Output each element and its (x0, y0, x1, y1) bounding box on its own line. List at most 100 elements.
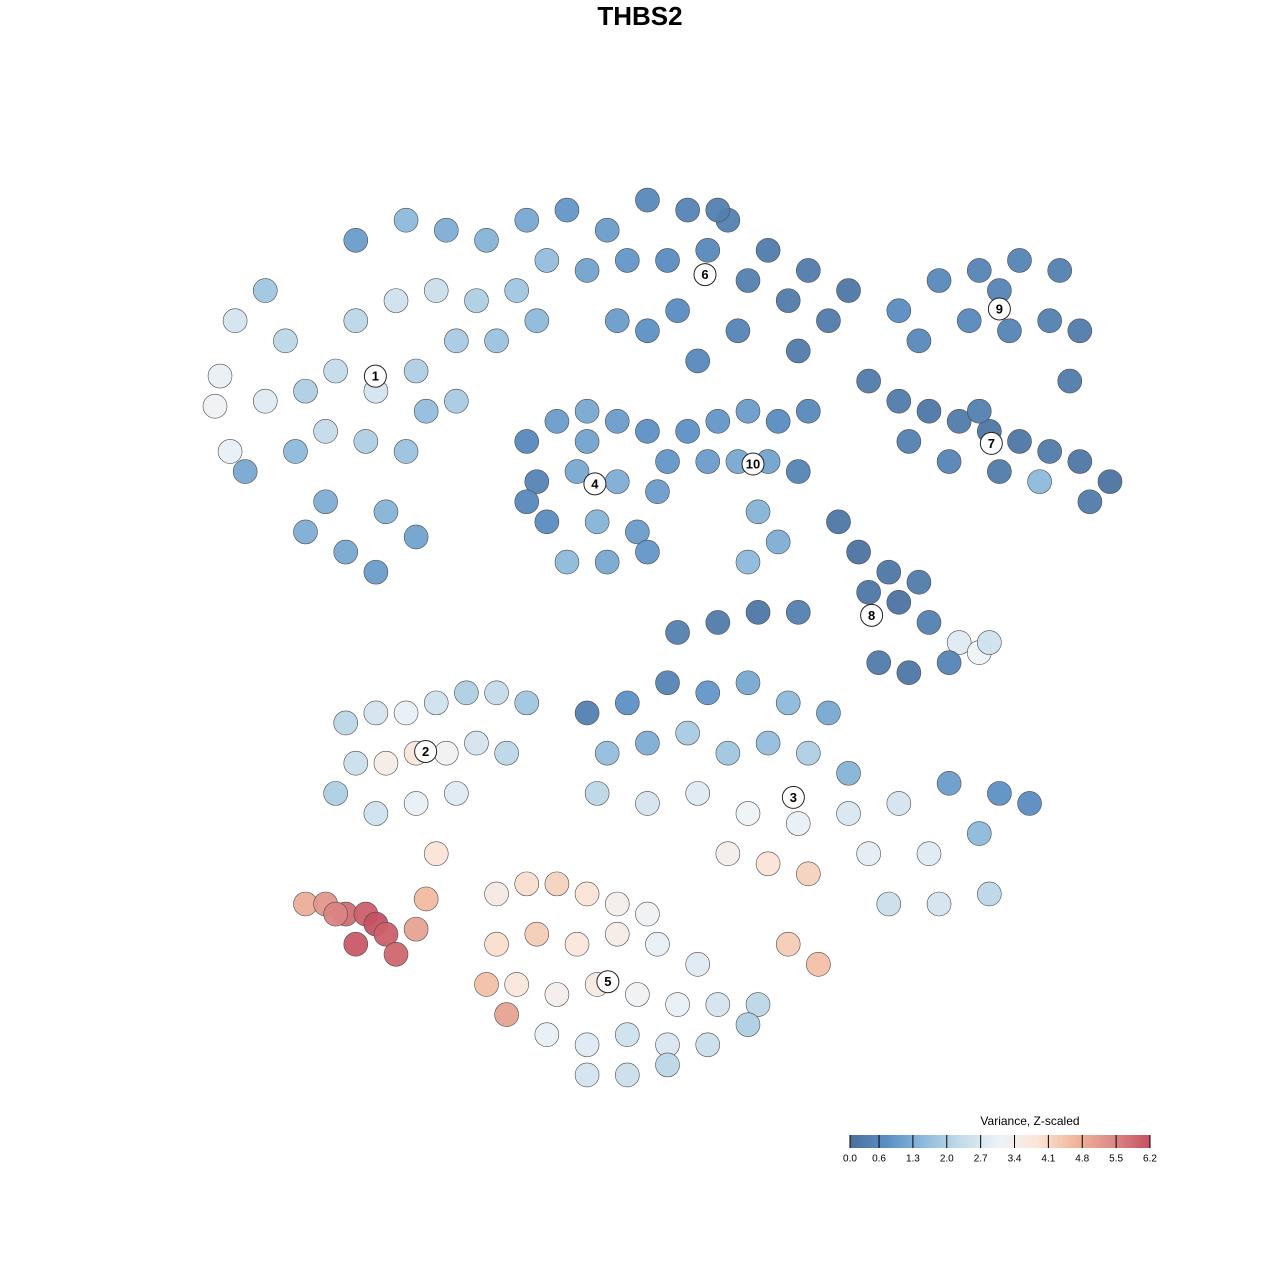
chart-title: THBS2 (597, 1, 682, 31)
point (594, 549, 620, 575)
point (916, 398, 942, 424)
point (594, 217, 620, 243)
point (423, 841, 449, 867)
point (936, 771, 962, 796)
point (735, 549, 761, 575)
point (514, 489, 540, 515)
point (816, 308, 841, 334)
point (373, 750, 399, 776)
cluster-label-bg (781, 785, 805, 809)
point (343, 931, 369, 957)
point (604, 408, 630, 434)
point (393, 207, 419, 233)
point (966, 398, 992, 424)
point (785, 459, 811, 484)
point (574, 1062, 600, 1088)
cluster-label-bg (860, 603, 884, 627)
colorbar-tick-label: 2.7 (974, 1154, 988, 1165)
colorbar-tick-label: 6.2 (1143, 1154, 1157, 1165)
point (333, 539, 359, 565)
point (765, 408, 791, 434)
point (1037, 308, 1062, 334)
point (735, 1012, 761, 1037)
point (413, 398, 439, 424)
point (373, 921, 399, 947)
point (685, 348, 710, 374)
point (665, 298, 690, 323)
point (785, 600, 811, 625)
point (454, 680, 479, 706)
cluster-label: 7 (988, 436, 995, 451)
point (584, 781, 610, 806)
point (705, 408, 731, 434)
point (544, 982, 570, 1007)
point (232, 459, 258, 484)
point (403, 791, 429, 816)
point (836, 278, 861, 303)
point (615, 1062, 640, 1088)
point (313, 489, 338, 515)
point (775, 288, 801, 313)
point (1007, 248, 1032, 273)
point (695, 449, 721, 474)
point (534, 1022, 560, 1048)
point (283, 439, 308, 464)
point (836, 760, 861, 786)
colorbar-tick-label: 1.3 (906, 1154, 920, 1165)
cluster-label: 10 (746, 456, 760, 471)
point (705, 610, 731, 635)
colorbar-tick-label: 0.0 (843, 1154, 857, 1165)
point (403, 358, 429, 384)
point (343, 750, 369, 776)
point (474, 972, 499, 997)
point (207, 363, 233, 389)
point (423, 278, 449, 303)
point (635, 187, 660, 213)
point (433, 740, 459, 766)
point (323, 901, 348, 927)
point (997, 318, 1022, 344)
point (383, 288, 409, 313)
point (645, 931, 670, 957)
point (966, 821, 992, 846)
point (615, 248, 640, 273)
colorbar (850, 1135, 1150, 1148)
point (554, 549, 580, 575)
point (876, 559, 902, 585)
point (413, 886, 439, 912)
colorbar-tick-label: 3.4 (1008, 1154, 1022, 1165)
cluster-label: 6 (701, 267, 708, 282)
point (293, 519, 318, 545)
cluster-label-bg (414, 739, 438, 763)
point (846, 539, 871, 565)
point (494, 1002, 519, 1027)
point (494, 740, 519, 766)
point (765, 529, 791, 555)
cluster-label-bg (583, 472, 607, 496)
point (202, 393, 228, 419)
cluster-label: 1 (372, 369, 379, 384)
point (514, 690, 540, 716)
point (635, 901, 660, 927)
point (745, 499, 771, 525)
point (514, 429, 540, 454)
point (826, 509, 851, 535)
point (956, 308, 982, 334)
point (554, 197, 580, 223)
point (906, 569, 932, 595)
point (916, 841, 942, 867)
point (785, 811, 811, 836)
points (202, 187, 1123, 1088)
colorbar-tick-label: 0.6 (872, 1154, 886, 1165)
point (504, 278, 529, 303)
point (946, 408, 972, 434)
point (755, 730, 781, 756)
point (534, 509, 560, 535)
point (916, 610, 942, 635)
point (574, 398, 600, 424)
point (655, 1052, 680, 1078)
point (403, 916, 429, 942)
point (715, 740, 741, 766)
cluster-label-bg (987, 297, 1011, 321)
point (464, 730, 489, 756)
